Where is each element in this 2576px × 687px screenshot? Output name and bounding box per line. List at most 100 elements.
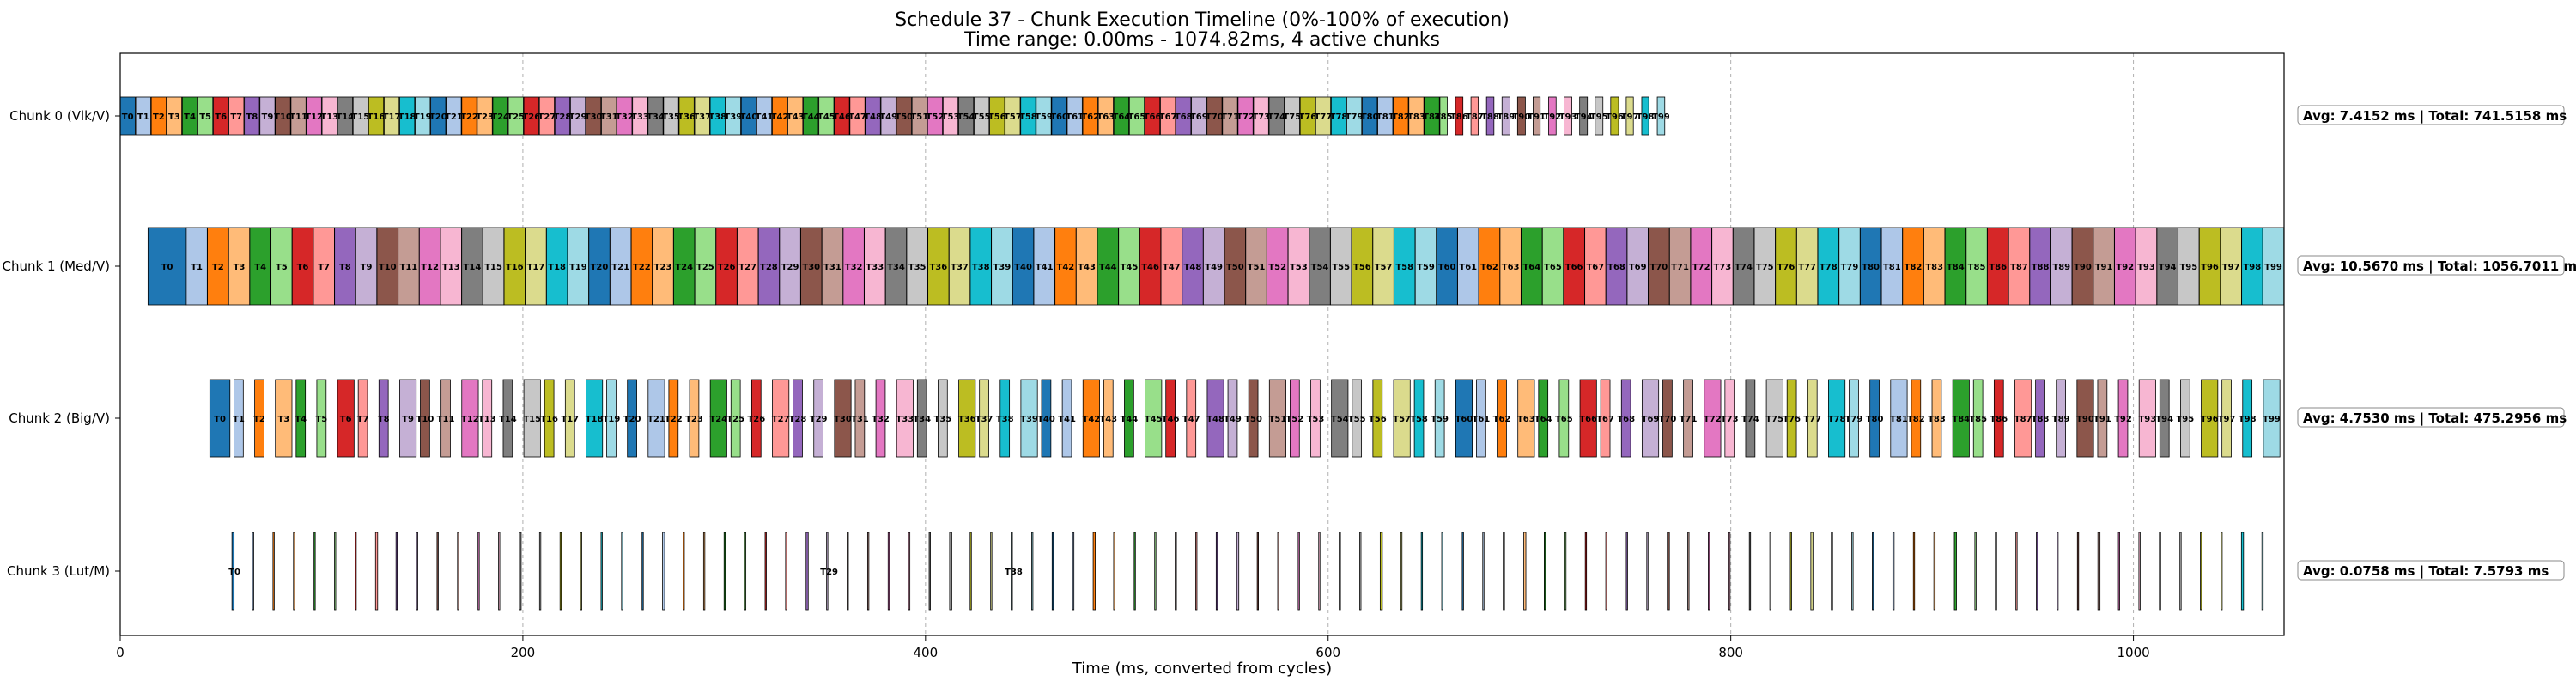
task-bar — [1457, 227, 1479, 306]
task-label: T72 — [1704, 415, 1722, 424]
task-bar — [503, 227, 526, 306]
task-label: T94 — [2159, 263, 2177, 272]
task-label: T35 — [908, 263, 927, 272]
task-label: T20 — [623, 415, 641, 424]
task-label: T6 — [297, 263, 309, 272]
task-label: T32 — [872, 415, 890, 424]
task-bar — [805, 532, 809, 611]
task-bar — [1268, 379, 1286, 458]
task-bar — [785, 532, 787, 611]
task-label: T49 — [1224, 415, 1242, 424]
task-label: T57 — [1375, 263, 1393, 272]
task-label: T13 — [320, 112, 338, 122]
task-label: T13 — [442, 263, 460, 272]
task-bar — [1033, 227, 1055, 306]
y-axis-labels: Chunk 0 (Vlk/V) Chunk 1 (Med/V) Chunk 2 (B… — [3, 108, 120, 579]
task-label: T56 — [1353, 263, 1371, 272]
task-label: T78 — [1828, 415, 1846, 424]
task-label: T30 — [834, 415, 852, 424]
task-bar — [764, 532, 767, 611]
task-label: T66 — [1579, 415, 1597, 424]
task-bar — [2261, 532, 2264, 611]
task-bar — [244, 96, 260, 136]
task-bar — [355, 532, 357, 611]
task-label: T60 — [1455, 415, 1473, 424]
task-label: T27 — [738, 263, 756, 272]
task-label: T25 — [507, 112, 525, 122]
task-bar — [1807, 379, 1818, 458]
task-bar — [461, 379, 479, 458]
task-label: T61 — [1066, 112, 1084, 122]
task-bar — [1584, 532, 1588, 611]
task-label: T20 — [591, 263, 609, 272]
task-label: T32 — [616, 112, 634, 122]
task-label: T19 — [569, 263, 587, 272]
task-label: T3 — [168, 112, 180, 122]
task-label: T33 — [896, 415, 914, 424]
task-bar — [498, 532, 501, 611]
task-label: T51 — [1269, 415, 1287, 424]
task-bar — [538, 96, 555, 136]
x-tick-label: 200 — [511, 645, 536, 660]
task-bar — [2050, 227, 2073, 306]
task-label: T16 — [540, 415, 558, 424]
task-label: T17 — [561, 415, 579, 424]
task-bar — [1667, 532, 1670, 611]
task-bar — [249, 227, 271, 306]
task-label: T75 — [1283, 112, 1301, 122]
task-label: T18 — [398, 112, 416, 122]
stats-box — [2297, 407, 2565, 428]
task-bar — [750, 379, 762, 458]
task-label: T56 — [988, 112, 1006, 122]
task-bar — [1377, 96, 1394, 136]
task-bar — [440, 227, 462, 306]
task-bar — [1953, 532, 1957, 611]
task-bar — [1890, 379, 1908, 458]
task-bar — [316, 379, 327, 458]
task-label: T85 — [1969, 415, 1987, 424]
task-bar — [457, 532, 459, 611]
task-bar — [207, 227, 229, 306]
task-bar — [2036, 532, 2038, 611]
task-bar — [652, 227, 674, 306]
task-bar — [1041, 379, 1052, 458]
task-label: T3 — [277, 415, 289, 424]
task-label: T56 — [1369, 415, 1387, 424]
task-bar — [683, 532, 685, 611]
task-bar — [2241, 227, 2263, 306]
task-bar — [1564, 96, 1572, 136]
task-label: T58 — [1395, 263, 1413, 272]
task-label: T99 — [2264, 263, 2282, 272]
task-bar — [2138, 532, 2141, 611]
task-label: T15 — [523, 415, 541, 424]
stats-box — [2297, 255, 2565, 276]
task-bar — [2159, 532, 2161, 611]
task-bar — [1648, 227, 1670, 306]
task-bar — [2198, 227, 2221, 306]
task-label: T69 — [1629, 263, 1647, 272]
task-label: T60 — [1438, 263, 1456, 272]
task-bar — [942, 96, 959, 136]
task-bar — [477, 532, 480, 611]
task-bar — [2159, 379, 2170, 458]
task-label: T64 — [1113, 112, 1131, 122]
task-bar — [135, 96, 151, 136]
task-label: T92 — [2114, 415, 2132, 424]
task-label: T95 — [2179, 263, 2197, 272]
task-label: T83 — [1407, 112, 1425, 122]
task-label: T25 — [696, 263, 714, 272]
x-tick-label: 400 — [914, 645, 939, 660]
task-label: T34 — [647, 112, 665, 122]
task-bar — [383, 96, 400, 136]
x-tick-label: 1000 — [2117, 645, 2149, 660]
task-bar — [2071, 227, 2094, 306]
task-label: T42 — [1057, 263, 1075, 272]
task-label: T1 — [137, 112, 149, 122]
task-label: T79 — [1841, 263, 1859, 272]
task-label: T23 — [654, 263, 672, 272]
task-bar — [2117, 379, 2129, 458]
task-label: T85 — [1435, 112, 1453, 122]
task-bar — [1036, 96, 1052, 136]
task-bar — [1745, 379, 1756, 458]
task-bar — [1482, 532, 1485, 611]
